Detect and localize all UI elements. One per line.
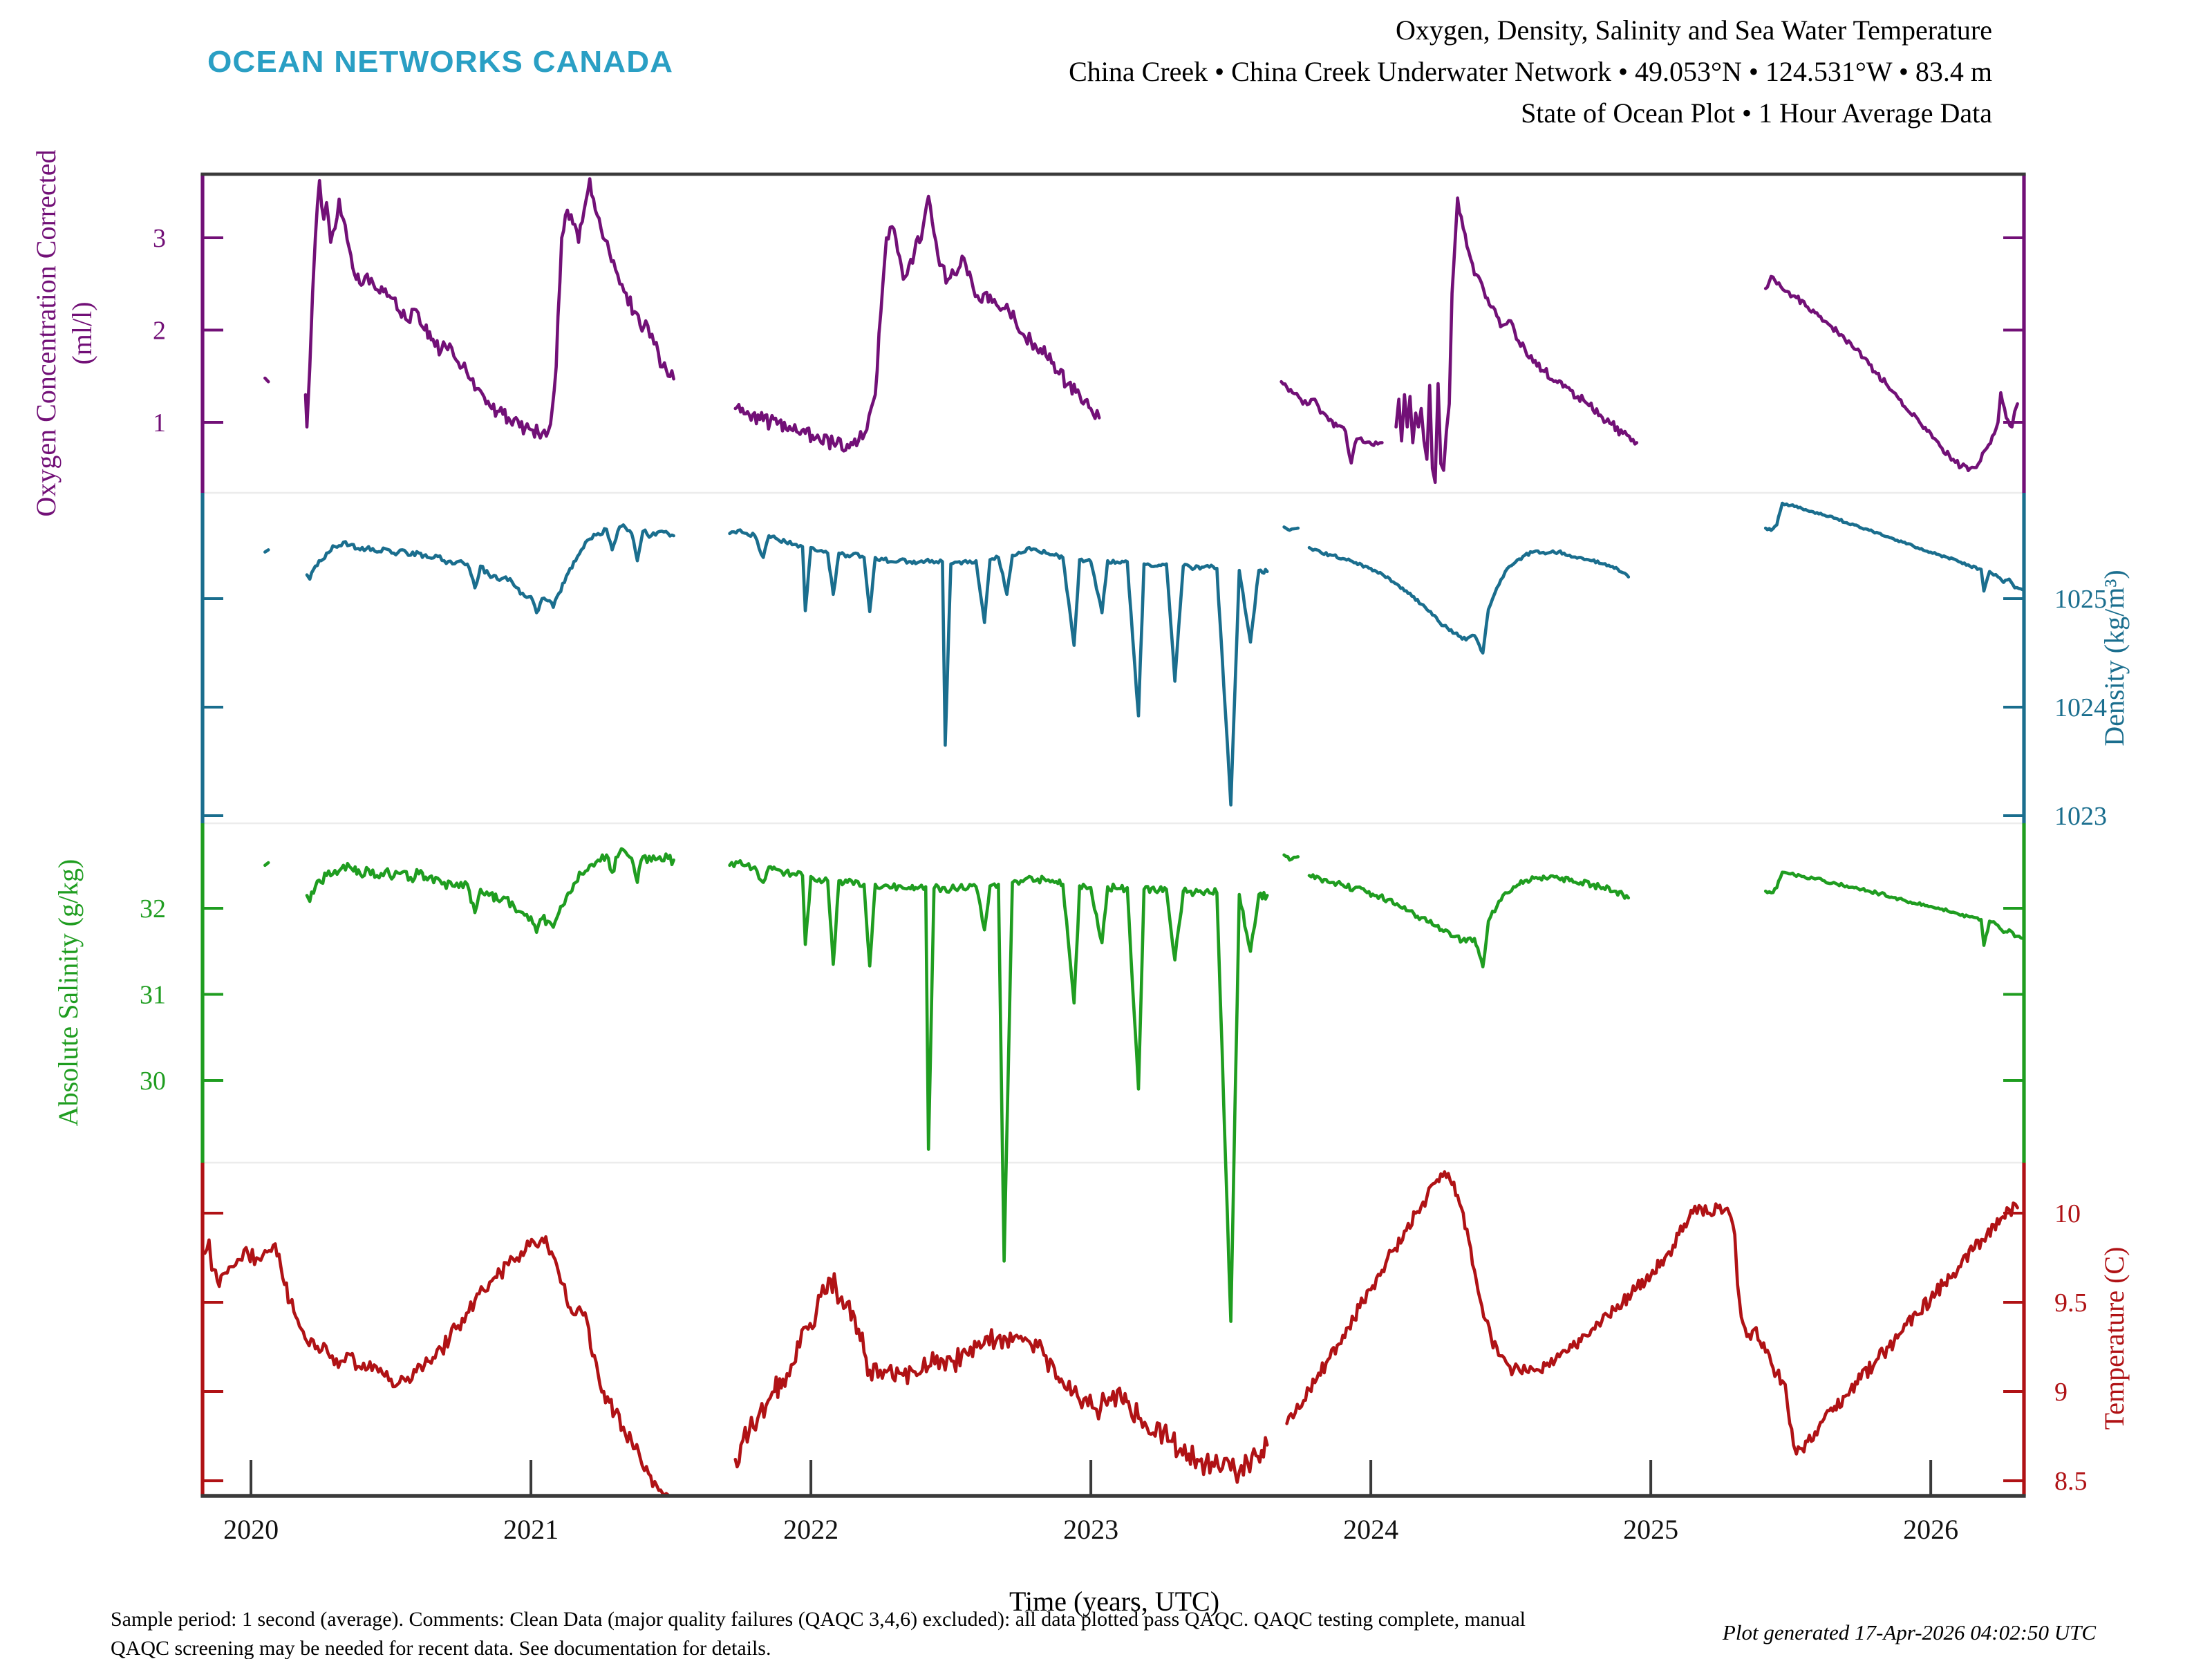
temperature-tick-label: 8.5 xyxy=(2054,1467,2088,1496)
temperature-tick-label: 10 xyxy=(2054,1199,2081,1228)
salinity-axis-title: Absolute Salinity (g/kg) xyxy=(53,859,84,1127)
series-oxygen-curve xyxy=(1280,379,1384,465)
series-density-curve xyxy=(1307,545,1631,655)
series-density-curve xyxy=(1763,501,2025,593)
onc-logo: OCEAN NETWORKS CANADA xyxy=(207,45,673,79)
band-separators xyxy=(203,491,2024,1164)
temperature-tick-label: 9.5 xyxy=(2054,1288,2088,1318)
series-density-curve xyxy=(1282,525,1300,532)
x-tick-label-2021: 2021 xyxy=(503,1514,559,1545)
series-salinity-curve xyxy=(1282,853,1300,862)
x-tick-label-2024: 2024 xyxy=(1343,1514,1398,1545)
density-tick-label: 1023 xyxy=(2054,802,2107,831)
x-tick-label-2020: 2020 xyxy=(223,1514,279,1545)
plot-title-line2: China Creek • China Creek Underwater Net… xyxy=(1069,56,1992,87)
series-salinity-curve xyxy=(263,861,270,868)
series-salinity-curve xyxy=(305,847,675,935)
density-tick-label: 1025 xyxy=(2054,585,2107,614)
salinity-tick-label: 32 xyxy=(140,894,166,924)
series-density-curve xyxy=(263,548,270,554)
series-oxygen-curve xyxy=(733,194,1101,453)
plot-title-line3: State of Ocean Plot • 1 Hour Average Dat… xyxy=(1521,97,1992,129)
oxygen-tick-label: 2 xyxy=(153,316,166,345)
plot-spines xyxy=(200,172,2026,1498)
series-salinity-curve xyxy=(728,859,1269,1323)
x-tick-label-2025: 2025 xyxy=(1623,1514,1678,1545)
plot-title-line1: Oxygen, Density, Salinity and Sea Water … xyxy=(1396,15,1992,46)
series-density-curve xyxy=(728,528,1269,807)
x-tick-label-2023: 2023 xyxy=(1063,1514,1118,1545)
series-oxygen-curve xyxy=(1394,196,1639,485)
x-tick-label-2026: 2026 xyxy=(1903,1514,1958,1545)
plot-generated-timestamp: Plot generated 17-Apr-2026 04:02:50 UTC xyxy=(1722,1620,2096,1644)
footer-comment-line1: Sample period: 1 second (average). Comme… xyxy=(111,1608,1526,1631)
axis-titles: Oxygen Concentration Corrected (ml/l) Dens… xyxy=(30,150,2130,1430)
temperature-tick-label: 9 xyxy=(2054,1378,2068,1407)
series-salinity-curve xyxy=(1763,870,2025,947)
series-temperature-curve xyxy=(733,1272,1269,1484)
series-temperature-curve xyxy=(201,1235,670,1497)
x-tick-label-2022: 2022 xyxy=(783,1514,838,1545)
series-salinity-curve xyxy=(1307,873,1631,968)
series-oxygen-curve xyxy=(263,376,270,384)
footer-comment-line2: QAQC screening may be needed for recent … xyxy=(111,1637,771,1659)
salinity-tick-label: 30 xyxy=(140,1067,166,1096)
oxygen-tick-label: 1 xyxy=(153,409,166,438)
data-curves xyxy=(201,177,2025,1497)
x-axis-title: Time (years, UTC) xyxy=(1009,1586,1219,1617)
salinity-tick-label: 31 xyxy=(140,980,166,1009)
temperature-axis-title: Temperature (C) xyxy=(2099,1247,2130,1430)
series-temperature-curve xyxy=(1285,1170,2019,1456)
series-oxygen-curve xyxy=(1763,274,2019,473)
axis-ticks xyxy=(203,236,2024,1496)
oxygen-axis-title: (ml/l) xyxy=(66,301,97,364)
density-axis-title: Density (kg/m³) xyxy=(2099,570,2130,746)
oxygen-tick-label: 3 xyxy=(153,224,166,253)
density-tick-label: 1024 xyxy=(2054,693,2107,722)
series-oxygen-curve xyxy=(303,177,675,440)
series-density-curve xyxy=(305,523,675,615)
oxygen-axis-title: Oxygen Concentration Corrected xyxy=(30,150,62,517)
